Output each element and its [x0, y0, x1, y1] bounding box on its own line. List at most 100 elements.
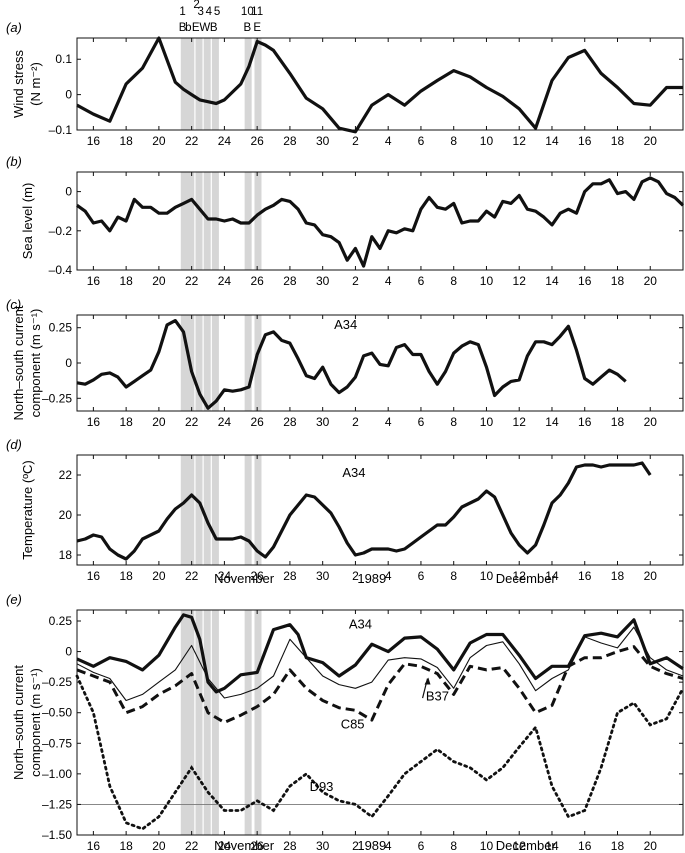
series-annotation-a34: A34	[349, 616, 372, 631]
x-tick-label: 28	[283, 569, 297, 583]
plot-frame	[76, 37, 684, 131]
x-tick-label: 24	[218, 415, 232, 429]
x-tick-label: 12	[513, 569, 527, 583]
panel-d: 16 18 20 22 24 26 28 30 2 4 6 8 10 12 14 16 18 20182022(d…	[6, 437, 684, 583]
month-label: 1989	[357, 838, 386, 853]
panel-e: 16 18 20 22 24 26 28 30 2 4 6 8 10 12 14 16 18 20–1.50–1.…	[6, 592, 685, 853]
series-annotation-a34: A34	[342, 465, 365, 480]
month-label: November	[214, 838, 275, 853]
x-tick-label: 4	[385, 274, 392, 288]
x-tick-label: 26	[250, 134, 264, 148]
event-marker-letter: B	[210, 22, 218, 34]
y-tick-label: 0	[65, 88, 72, 102]
y-tick-label: –0.50	[42, 706, 72, 720]
panel-letter: (a)	[6, 20, 22, 35]
x-tick-label: 12	[513, 415, 527, 429]
event-band	[195, 455, 203, 565]
event-band	[180, 38, 188, 130]
x-tick-label: 28	[283, 134, 297, 148]
x-tick-label: 22	[185, 274, 199, 288]
panel-letter: (c)	[6, 297, 21, 312]
y-tick-label: –0.75	[42, 736, 72, 750]
x-tick-label: 16	[87, 839, 101, 853]
event-band	[203, 455, 211, 565]
y-axis-label: (N m⁻²)	[28, 62, 43, 106]
y-tick-label: 0.25	[49, 321, 73, 335]
event-marker-letter: E	[253, 22, 261, 34]
panel-letter: (e)	[6, 592, 22, 607]
x-tick-label: 6	[418, 569, 425, 583]
x-tick-label: 16	[578, 415, 592, 429]
event-marker-letter: E	[192, 22, 200, 34]
x-tick-label: 2	[352, 569, 359, 583]
x-tick-label: 10	[480, 134, 494, 148]
event-band	[187, 38, 195, 130]
event-band	[211, 172, 219, 270]
event-band	[180, 610, 188, 835]
event-band	[244, 38, 252, 130]
event-band	[254, 172, 262, 270]
event-band	[244, 315, 252, 411]
panel-b: 16 18 20 22 24 26 28 30 2 4 6 8 10 12 14 16 18 20–0.4–0.2…	[6, 154, 685, 288]
event-band	[180, 455, 188, 565]
y-axis-label: component (m s⁻¹)	[28, 309, 43, 418]
x-tick-label: 28	[283, 274, 297, 288]
x-tick-label: 6	[418, 274, 425, 288]
y-axis-label: component (m s⁻¹)	[28, 668, 43, 777]
event-marker-number: 5	[214, 6, 220, 18]
x-tick-label: 18	[119, 274, 133, 288]
y-axis-label: North–south current	[11, 665, 26, 780]
series-annotation-d93: D93	[310, 779, 334, 794]
event-band	[254, 38, 262, 130]
x-tick-label: 14	[545, 569, 559, 583]
y-tick-label: 0	[65, 645, 72, 659]
x-tick-label: 8	[450, 274, 457, 288]
x-tick-label: 18	[611, 274, 625, 288]
series-line-c85	[76, 645, 684, 724]
y-tick-label: 22	[59, 468, 73, 482]
y-axis-label: North–south current	[11, 305, 26, 420]
series-line-series	[76, 176, 685, 268]
x-tick-label: 18	[611, 415, 625, 429]
y-axis-label: Wind stress	[11, 50, 26, 118]
month-label: 1989	[357, 571, 386, 586]
event-marker-number: 11	[251, 6, 263, 18]
x-tick-label: 20	[644, 569, 658, 583]
x-tick-label: 10	[480, 839, 494, 853]
x-tick-label: 18	[119, 569, 133, 583]
x-tick-label: 8	[450, 134, 457, 148]
x-tick-label: 10	[480, 569, 494, 583]
x-tick-label: 14	[545, 415, 559, 429]
event-band	[244, 455, 252, 565]
x-tick-label: 18	[119, 415, 133, 429]
series-line-d93	[75, 674, 685, 831]
x-tick-label: 6	[418, 134, 425, 148]
series-line-a34	[76, 461, 652, 561]
x-tick-label: 18	[611, 569, 625, 583]
x-tick-label: 30	[316, 274, 330, 288]
y-tick-label: 18	[59, 548, 73, 562]
month-label: November	[214, 571, 275, 586]
x-tick-label: 4	[385, 415, 392, 429]
month-labels-layer: November 1989 December November 1989 December	[214, 571, 556, 853]
x-tick-label: 26	[250, 569, 264, 583]
x-tick-label: 8	[450, 569, 457, 583]
month-label: December	[496, 838, 557, 853]
series-line-series	[76, 36, 683, 134]
x-tick-label: 8	[450, 415, 457, 429]
y-tick-label: 0	[65, 356, 72, 370]
x-tick-label: 20	[152, 134, 166, 148]
panel-letter: (d)	[6, 437, 22, 452]
x-tick-label: 2	[352, 274, 359, 288]
event-band	[187, 172, 195, 270]
event-band	[203, 172, 211, 270]
x-tick-label: 18	[119, 134, 133, 148]
b37-arrow-head	[424, 677, 431, 685]
event-band	[195, 315, 203, 411]
x-tick-label: 24	[218, 839, 232, 853]
event-band	[211, 455, 219, 565]
event-marker-number: 1	[179, 6, 185, 18]
event-marker-number: 2	[193, 0, 199, 11]
x-tick-label: 22	[185, 839, 199, 853]
series-line-a34	[76, 613, 684, 694]
